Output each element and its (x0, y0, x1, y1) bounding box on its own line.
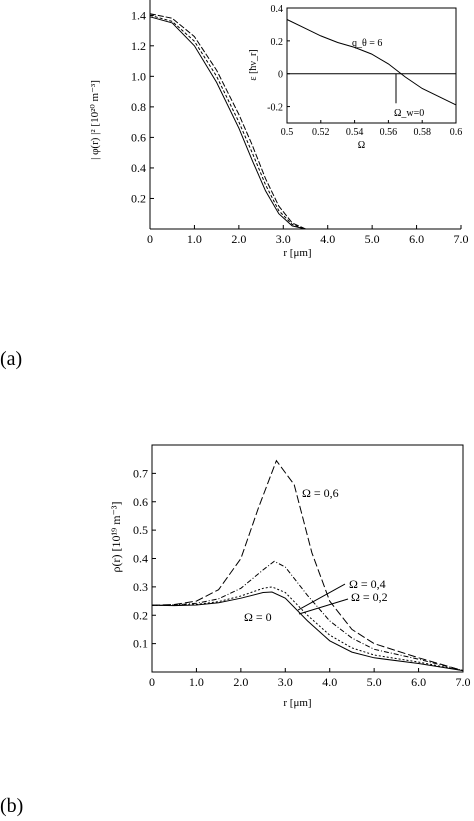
inset-xtick-label: 0.6 (450, 127, 463, 138)
inset-xtick-label: 0.56 (380, 127, 398, 138)
chart-b-ytick-label: 0.5 (133, 523, 148, 537)
chart-b-label-omega-02: Ω = 0,2 (351, 590, 388, 604)
chart-a-ytick-label: 0.6 (131, 130, 146, 144)
inset-ytick-label: 0 (278, 70, 283, 81)
chart-a-xtick-label: 5.0 (365, 232, 380, 246)
chart-b-xtick-label: 5.0 (367, 675, 382, 689)
chart-a-xtick-label: 6.0 (409, 232, 424, 246)
chart-a-ytick-label: 1.2 (131, 39, 146, 53)
chart-b-frame (151, 444, 464, 673)
chart-a-xtick-label: 1.0 (187, 232, 202, 246)
chart-a: 0 1.0 2.0 3.0 4.0 5.0 6.0 7.0 0.2 0.4 0.6 0.8 1.0 1.2… (89, 0, 469, 259)
inset-frame (286, 7, 457, 124)
chart-a-xlabel: r [μm] (283, 247, 311, 259)
chart-a-ytick-label: 1.0 (131, 69, 146, 83)
chart-b-series-line (152, 586, 464, 672)
chart-a-ytick-label: 0.2 (131, 191, 146, 205)
chart-a-ytick-label: 0.4 (131, 161, 146, 175)
chart-a-series-line (149, 13, 306, 230)
chart-b-xtick-label: 7.0 (456, 675, 471, 689)
inset-xtick-label: 0.5 (281, 127, 294, 138)
chart-b-xtick-label: 4.0 (322, 675, 337, 689)
chart-b-series-line (151, 560, 464, 672)
chart-b-ytick-label: 0.2 (133, 608, 148, 622)
inset-series-line (286, 19, 457, 106)
chart-a-xtick-label: 2.0 (231, 232, 246, 246)
chart-b-xtick-label: 1.0 (189, 675, 204, 689)
chart-a-xtick-label: 7.0 (454, 232, 469, 246)
inset-annotation-omega: Ω_w=0 (394, 108, 424, 119)
inset-xtick-label: 0.54 (346, 127, 364, 138)
chart-a-ytick-label: 0.8 (131, 100, 146, 114)
chart-b-ytick-label: 0.4 (133, 552, 148, 566)
chart-b-xtick-label: 0 (149, 675, 155, 689)
chart-b-ytick-label: 0.7 (133, 466, 148, 480)
chart-a-ytick-label: 1.4 (131, 8, 146, 22)
chart-b-xtick-label: 3.0 (278, 675, 293, 689)
inset-annotation-q: q_θ = 6 (352, 38, 382, 49)
chart-a-xtick-label: 0 (147, 232, 153, 246)
chart-b-xlabel: r [μm] (283, 697, 311, 709)
chart-b-series-line (151, 459, 464, 672)
inset-ytick-label: 0.2 (271, 37, 284, 48)
inset-ylabel: ε [ħν_r] (248, 49, 259, 80)
chart-a-series-line (149, 16, 306, 230)
chart-b-label-omega-0: Ω = 0 (244, 610, 272, 624)
chart-b-xtick-label: 6.0 (411, 675, 426, 689)
inset-xlabel: Ω (358, 140, 365, 151)
chart-b-ytick-label: 0.3 (133, 580, 148, 594)
chart-b-ytick-label: 0.6 (133, 495, 148, 509)
chart-b: 0 1.0 2.0 3.0 4.0 5.0 6.0 7.0 0.1 0.2 0.3 0.4 0.5 0.6… (109, 444, 471, 709)
inset-ytick-label: 0.4 (271, 4, 284, 15)
inset-xtick-label: 0.58 (413, 127, 431, 138)
chart-b-series-line (151, 591, 464, 672)
chart-b-ytick-label: 0.1 (133, 637, 148, 651)
inset-chart: 0.5 0.52 0.54 0.56 0.58 0.6 0.4 0.2 0 -0.2 Ωε [ħν_… (248, 4, 462, 151)
inset-ytick-label: -0.2 (267, 103, 283, 114)
chart-a-xtick-label: 4.0 (320, 232, 335, 246)
chart-a-series-line (149, 14, 306, 230)
chart-b-ylabel: ρ(r) [10¹⁹ m⁻³] (109, 501, 123, 572)
chart-b-pointer-02 (298, 598, 349, 615)
chart-a-ylabel: | φ(r) |² [10²⁰ m⁻³] (89, 80, 101, 160)
chart-b-pointer-04 (297, 583, 346, 611)
panel-label-b: (b) (0, 795, 24, 817)
chart-a-xtick-label: 3.0 (276, 232, 291, 246)
chart-b-label-omega-04: Ω = 0,4 (349, 577, 386, 591)
chart-b-label-omega-06: Ω = 0,6 (302, 486, 339, 500)
panel-label-a: (a) (0, 348, 23, 370)
inset-xtick-label: 0.52 (312, 127, 330, 138)
chart-b-xtick-label: 2.0 (233, 675, 248, 689)
